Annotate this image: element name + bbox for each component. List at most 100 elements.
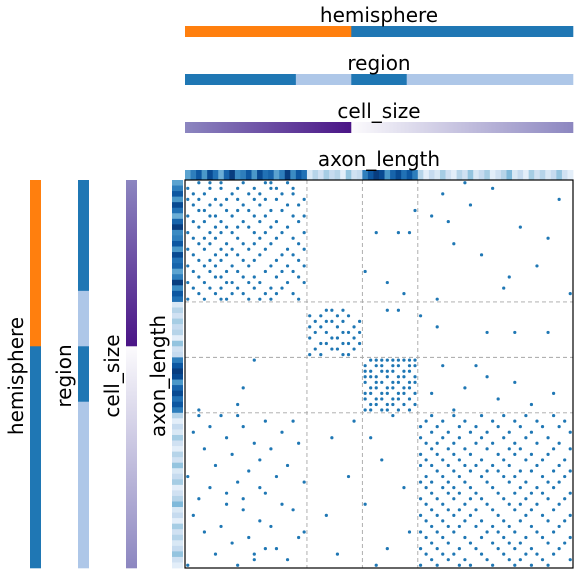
edge-dot (446, 480, 450, 484)
edge-dot (258, 519, 262, 523)
edge-dot (491, 186, 495, 190)
edge-dot (213, 275, 218, 279)
edge-dot (513, 419, 517, 423)
edge-dot (446, 219, 450, 224)
edge-dot (291, 269, 295, 274)
edge-dot (496, 425, 500, 429)
edge-dot (552, 447, 556, 451)
edge-dot (485, 447, 489, 451)
edge-dot (191, 203, 195, 207)
edge-dot (341, 341, 345, 346)
edge-dot (513, 330, 517, 335)
edge-dot (230, 247, 234, 251)
edge-dot (280, 502, 284, 506)
edge-dot (346, 314, 351, 318)
edge-dot (319, 325, 323, 329)
edge-dot (468, 513, 473, 517)
axon_length-top-cell (379, 170, 385, 181)
edge-dot (507, 558, 511, 562)
axon_length-left-cell (172, 551, 183, 558)
edge-dot (552, 530, 556, 534)
edge-dot (236, 402, 240, 407)
edge-dot (552, 391, 556, 395)
left-annotation-tracks (30, 180, 183, 569)
edge-dot (418, 480, 423, 484)
edge-dot (385, 402, 389, 407)
axon_length-top-cell (462, 170, 469, 181)
edge-dot (219, 203, 223, 207)
axon_length-top-cell (240, 170, 247, 181)
cell_size-top-segment (185, 122, 352, 133)
edge-dot (224, 269, 229, 274)
edge-dot (457, 425, 461, 429)
edge-dot (413, 208, 417, 213)
edge-dot (546, 563, 550, 567)
hemisphere-left-segment (30, 346, 41, 569)
edge-dot (418, 463, 423, 468)
edge-dot (302, 197, 306, 201)
edge-dot (441, 474, 445, 479)
edge-dot (263, 214, 267, 218)
edge-dot (213, 292, 218, 296)
edge-dot (202, 247, 206, 251)
edge-dot (363, 502, 367, 506)
edge-dot (269, 181, 273, 185)
edge-dot (341, 308, 345, 312)
edge-dot (291, 419, 295, 423)
axon_length-top-cell (185, 170, 191, 181)
edge-dot (540, 425, 545, 429)
edge-dot (274, 258, 279, 262)
edge-dot (236, 197, 240, 201)
edge-dot (247, 297, 251, 301)
edge-dot (474, 508, 478, 512)
axon_length-top-cell (273, 170, 280, 181)
edge-dot (463, 502, 467, 506)
edge-dot (430, 541, 434, 545)
edge-dot (463, 181, 467, 185)
axon_length-left-cell (172, 351, 183, 358)
edge-dot (241, 275, 245, 279)
edge-dot (302, 264, 306, 268)
edge-dot (263, 181, 267, 185)
top-label-cell_size: cell_size (337, 99, 420, 123)
edge-dot (230, 280, 234, 285)
edge-dot (208, 214, 212, 218)
edge-dot (274, 219, 279, 224)
edge-dot (452, 413, 456, 418)
edge-dot (297, 275, 301, 279)
edge-dot (224, 280, 229, 285)
axon_length-top-cell (512, 170, 518, 181)
edge-dot (186, 214, 190, 218)
axon_length-left-cell (172, 296, 183, 303)
axon_length-left-cell (172, 385, 183, 392)
edge-dot (430, 491, 434, 495)
edge-dot (424, 458, 428, 462)
edge-dot (291, 236, 295, 240)
edge-dot (269, 524, 273, 529)
edge-dot (280, 286, 284, 290)
edge-dot (441, 364, 445, 368)
edge-dot (396, 397, 400, 401)
edge-dot (202, 530, 206, 534)
edge-dot (335, 347, 340, 351)
edge-dot (313, 347, 317, 351)
top-label-axon_length: axon_length (318, 147, 440, 171)
edge-dot (241, 181, 245, 185)
edge-dot (418, 513, 423, 517)
edge-dot (485, 469, 489, 473)
edge-dot (224, 491, 229, 495)
edge-dot (518, 502, 522, 506)
edge-dot (280, 208, 284, 213)
edge-dot (308, 325, 312, 329)
edge-dot (496, 547, 500, 551)
axon_length-top-cell (201, 170, 208, 181)
edge-dot (446, 430, 450, 434)
edge-dot (557, 480, 561, 484)
edge-dot (247, 192, 251, 196)
edge-dot (557, 197, 561, 201)
edge-dot (319, 314, 323, 318)
axon_length-left-cell (172, 274, 183, 281)
edge-dot (297, 258, 301, 262)
axon_length-top-cell (384, 170, 391, 181)
left-label-hemisphere: hemisphere (4, 317, 28, 435)
